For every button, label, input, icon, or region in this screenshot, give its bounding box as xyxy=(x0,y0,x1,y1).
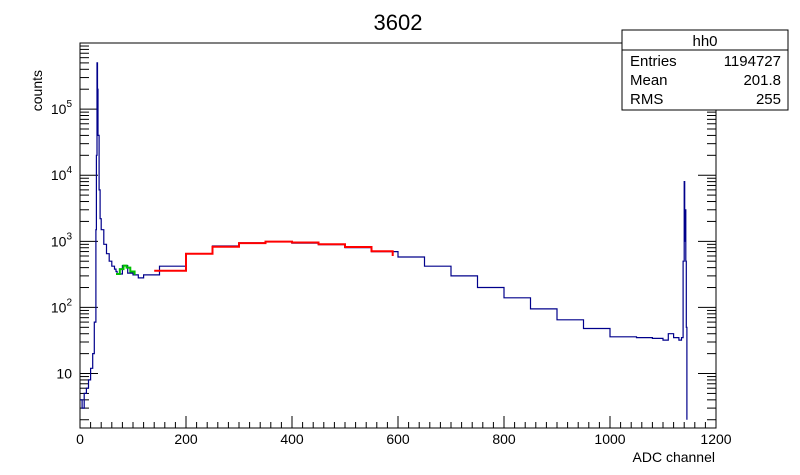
x-tick-label: 1000 xyxy=(594,431,625,447)
x-tick-label: 600 xyxy=(386,431,410,447)
plot-frame xyxy=(79,42,717,429)
stats-mean-value: 201.8 xyxy=(743,72,781,89)
x-tick-label: 200 xyxy=(174,431,198,447)
x-tick-label: 0 xyxy=(76,431,84,447)
series-line-2 xyxy=(154,240,394,272)
stats-rms-label: RMS xyxy=(630,91,663,108)
chart-title: 3602 xyxy=(374,10,423,35)
y-tick-label: 103 xyxy=(51,231,73,249)
stats-box-name: hh0 xyxy=(692,33,717,50)
stats-mean-label: Mean xyxy=(630,72,668,89)
y-axis-title: counts xyxy=(29,70,45,111)
series-line-0 xyxy=(80,62,688,420)
y-tick-label: 105 xyxy=(51,99,73,117)
stats-entries-value: 1194727 xyxy=(724,53,781,70)
x-axis-title: ADC channel xyxy=(633,449,716,465)
x-tick-label: 800 xyxy=(492,431,516,447)
y-axis: 10 102 103 104 105 xyxy=(51,42,716,421)
y-tick-label: 102 xyxy=(51,297,73,315)
stats-box: hh0 Entries 1194727 Mean 201.8 RMS 255 xyxy=(621,29,789,111)
stats-entries-label: Entries xyxy=(630,53,677,70)
stats-box-frame xyxy=(621,29,789,111)
y-tick-label: 104 xyxy=(51,165,73,183)
x-tick-label: 1200 xyxy=(700,431,731,447)
stats-rms-value: 255 xyxy=(756,91,781,108)
x-tick-label: 400 xyxy=(280,431,304,447)
data-series xyxy=(80,62,688,420)
y-tick-label: 10 xyxy=(56,366,72,382)
series-line-1 xyxy=(116,264,136,275)
x-axis: 0 200 400 600 800 1000 1200 xyxy=(76,416,732,447)
